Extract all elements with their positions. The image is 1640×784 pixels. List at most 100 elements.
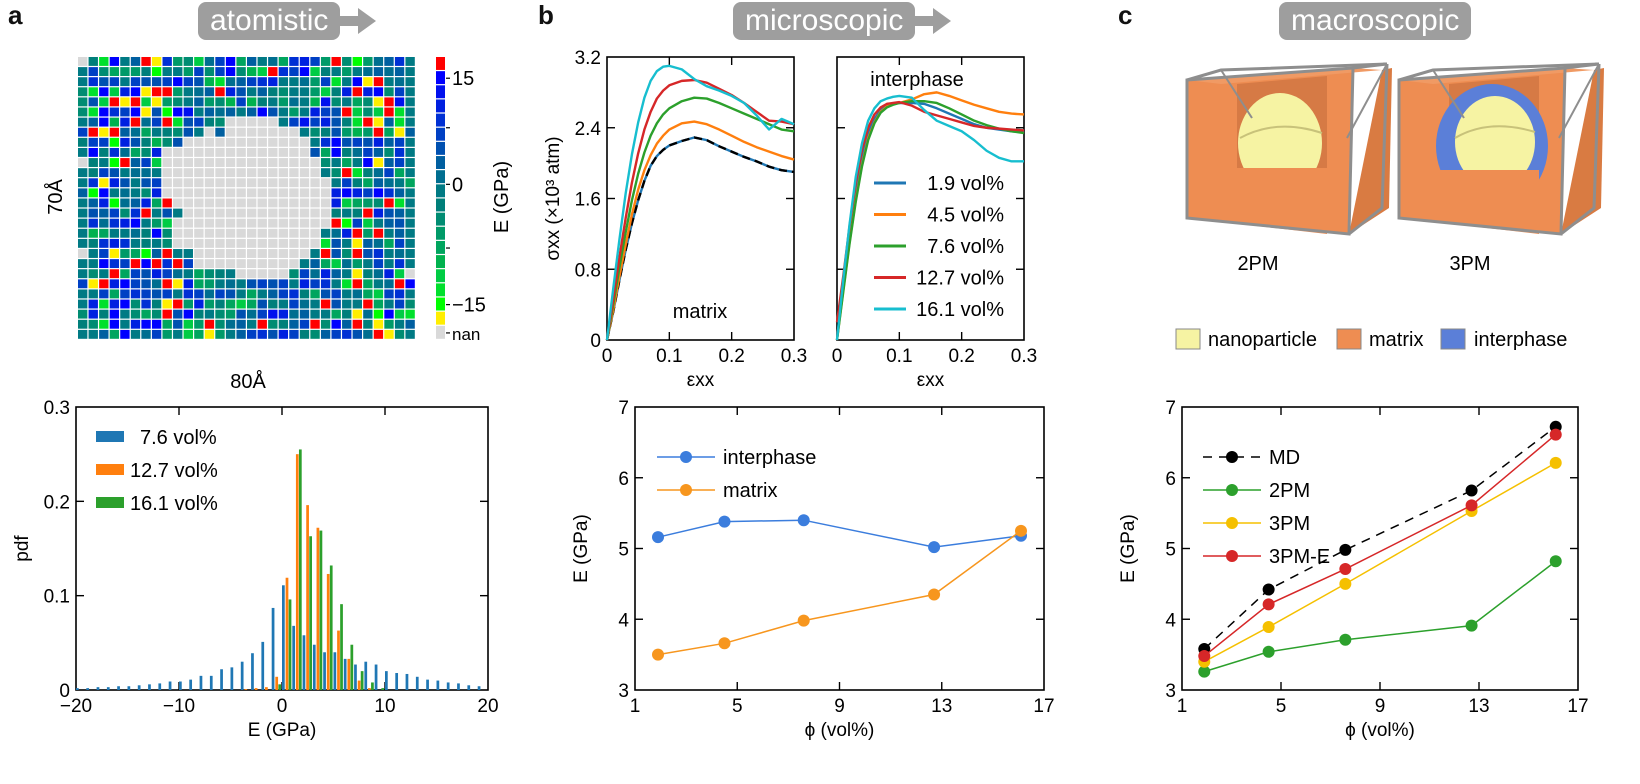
heatmap-cell: [194, 269, 204, 279]
heatmap-cell: [320, 228, 331, 238]
heatmap-cell: [130, 127, 141, 137]
heatmap-cell: [363, 279, 373, 289]
heatmap-cell: [247, 249, 257, 258]
heatmap-cell: [78, 107, 88, 117]
heatmap-cell: [331, 97, 341, 107]
heatmap-cell: [331, 178, 341, 188]
heatmap-cell: [257, 188, 267, 198]
heatmap-cell: [257, 238, 267, 248]
heatmap-cell: [204, 117, 215, 127]
heatmap-cell: [78, 208, 88, 218]
heatmap-cell: [109, 168, 120, 178]
heatmap-cell: [373, 97, 384, 107]
heatmap-cell: [289, 107, 299, 117]
heatmap-cell: [204, 269, 215, 279]
heatmap-cell: [320, 107, 331, 117]
heatmap-cell: [352, 158, 362, 167]
heatmap-cell: [120, 97, 130, 107]
heatmap-cell: [194, 319, 204, 329]
heatmap-cell: [342, 147, 352, 157]
heatmap-cell: [278, 269, 289, 279]
heatmap-cell: [320, 147, 331, 157]
heatmap-cell: [310, 218, 320, 228]
heatmap-cell: [99, 208, 109, 218]
heatmap-cell: [120, 188, 130, 198]
data-point: [1465, 499, 1478, 512]
heatmap-cell: [194, 208, 204, 218]
heatmap-cell: [394, 188, 405, 198]
heatmap-cell: [183, 188, 193, 198]
legend-label: 2PM: [1269, 480, 1310, 502]
heatmap-cell: [215, 228, 225, 238]
series-line: [657, 519, 1022, 548]
heatmap-cell: [194, 289, 204, 299]
heatmap-cell: [394, 329, 405, 339]
heatmap-cell: [173, 57, 183, 66]
heatmap-cell: [352, 259, 362, 269]
heatmap-cell: [173, 97, 183, 107]
heatmap-cell: [331, 259, 341, 269]
heatmap-cell: [173, 178, 183, 188]
heatmap-cell: [405, 198, 415, 208]
heatmap-cell: [225, 168, 236, 178]
heatmap-cell: [289, 137, 299, 147]
heatmap-cell: [342, 77, 352, 87]
histogram-bar: [333, 652, 337, 690]
heatmap-cell: [247, 259, 257, 269]
data-point: [652, 531, 665, 544]
histogram-bar: [436, 680, 440, 690]
heatmap-cell: [225, 57, 236, 66]
data-point: [1339, 543, 1352, 556]
y-tick-label: 0.3: [44, 398, 70, 419]
heatmap-cell: [320, 158, 331, 167]
heatmap-cell: [257, 259, 267, 269]
heatmap-cell: [373, 289, 384, 299]
heatmap-cell: [183, 168, 193, 178]
heatmap-cell: [405, 309, 415, 319]
heatmap-cell: [99, 57, 109, 66]
heatmap-cell: [130, 117, 141, 127]
heatmap-cell: [352, 168, 362, 178]
histogram-chart: −20 −10 0 10 20 0 0.1 0.2 0.3 E (GPa) pdf 7.6 vol%…: [12, 398, 499, 741]
heatmap-cell: [88, 137, 98, 147]
heatmap-cell: [268, 67, 278, 77]
heatmap-cell: [405, 208, 415, 218]
legend-swatch: [96, 431, 124, 442]
y-axis-label: E (GPa): [1118, 514, 1139, 583]
heatmap-cell: [183, 97, 193, 107]
heatmap-cell: [299, 259, 310, 269]
heatmap-cell: [278, 228, 289, 238]
heatmap-cell: [173, 289, 183, 299]
heatmap-cell: [394, 238, 405, 248]
heatmap-cell: [320, 259, 331, 269]
heatmap-cell: [151, 127, 162, 137]
heatmap-cell: [384, 329, 394, 339]
heatmap-cell: [394, 117, 405, 127]
heatmap-cell: [225, 259, 236, 269]
heatmap-cell: [310, 107, 320, 117]
heatmap-cell: [225, 249, 236, 258]
data-point: [1339, 563, 1352, 576]
heatmap-cell: [320, 97, 331, 107]
histogram-bar: [278, 684, 282, 690]
y-tick-label: 0: [59, 681, 70, 702]
heatmap-cell: [363, 208, 373, 218]
data-point: [1262, 621, 1275, 634]
heatmap-cell: [141, 57, 151, 66]
heatmap-cell: [194, 299, 204, 309]
colorbar-swatch: [436, 269, 445, 283]
heatmap-cell: [352, 188, 362, 198]
heatmap-cell: [130, 77, 141, 87]
heatmap-cell: [130, 228, 141, 238]
heatmap-cell: [268, 309, 278, 319]
heatmap-cell: [310, 178, 320, 188]
heatmap-cell: [394, 178, 405, 188]
heatmap-cell: [162, 319, 172, 329]
heatmap-cell: [151, 319, 162, 329]
heatmap-cell: [78, 188, 88, 198]
heatmap-cell: [109, 158, 120, 167]
y-tick-label: 4: [618, 610, 629, 631]
heatmap-cell: [373, 299, 384, 309]
heatmap-cell: [299, 269, 310, 279]
heatmap-cell: [173, 329, 183, 339]
